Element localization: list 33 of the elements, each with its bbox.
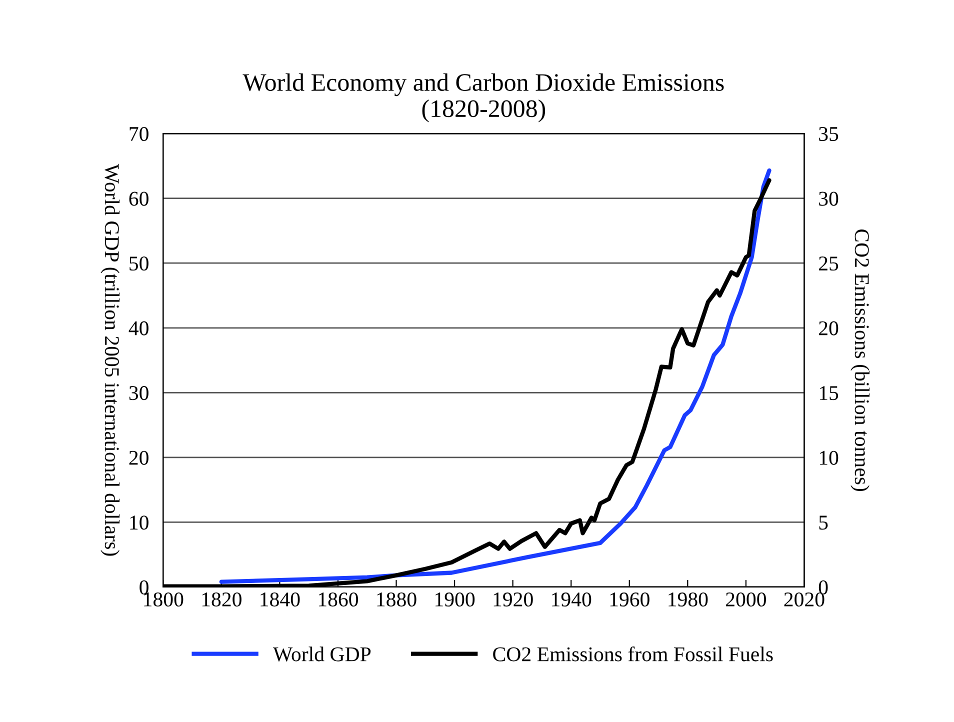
y2-tick-label: 25	[819, 256, 838, 271]
x-tick-label: 1820	[202, 592, 242, 607]
y-tick-label: 40	[128, 321, 148, 336]
y2-tick-label: 0	[818, 580, 828, 594]
y2-tick-label: 30	[819, 192, 838, 206]
y-tick-label: 0	[140, 580, 148, 594]
chart-title: World Economy and Carbon Dioxide Emissions (1820-2008)	[242, 73, 724, 122]
x-tick-label: 1800	[144, 592, 184, 607]
x-tick-label: 1960	[610, 592, 650, 607]
y2-axis-title: CO2 Emissions (billion tonnes)	[850, 229, 870, 492]
x-tick-label: 2020	[784, 592, 824, 607]
y-tick-label: 70	[130, 126, 148, 142]
x-tick-label: 1920	[494, 592, 533, 607]
legend-label: CO2 Emissions from Fossil Fuels	[493, 646, 773, 662]
y-tick-label: 20	[129, 450, 148, 465]
y-tick-label: 30	[129, 386, 148, 400]
x-tick-label: 1900	[436, 592, 475, 607]
y2-tick-label: 15	[820, 386, 838, 400]
y2-tick-label: 35	[819, 127, 838, 142]
y-axis-title: World GDP (trillion 2005 international dollars)	[100, 164, 120, 556]
legend-label: World GDP	[273, 646, 371, 662]
y2-tick-label: 10	[820, 450, 838, 465]
x-tick-label: 1880	[377, 592, 416, 607]
y2-tick-label: 5	[819, 516, 828, 530]
x-tick-label: 1940	[552, 592, 592, 607]
y-tick-label: 10	[130, 516, 148, 530]
x-tick-label: 1840	[260, 592, 300, 607]
y-tick-label: 60	[129, 192, 148, 206]
y-tick-label: 50	[130, 256, 148, 271]
x-tick-label: 1980	[668, 592, 708, 607]
x-tick-label: 1860	[318, 592, 358, 607]
y2-tick-label: 20	[819, 321, 838, 336]
x-tick-label: 2000	[726, 592, 766, 607]
